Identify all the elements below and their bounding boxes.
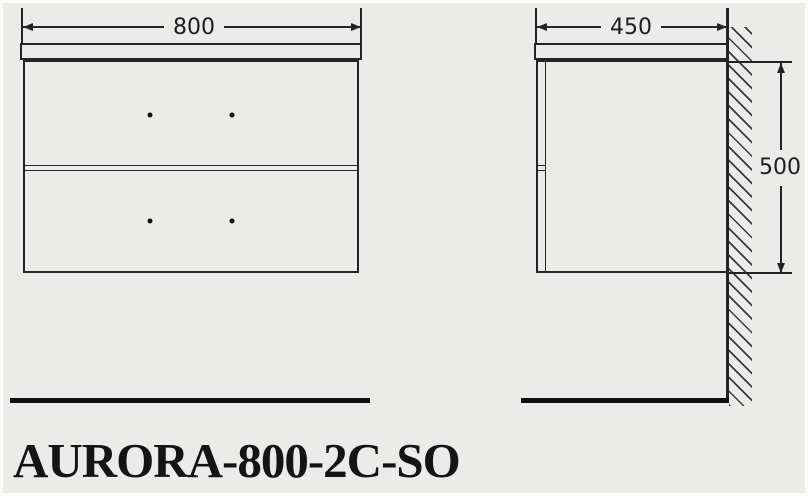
drawer-divider-tick bbox=[538, 165, 546, 167]
arrow-down-icon bbox=[777, 263, 785, 273]
drawer-divider-tick bbox=[538, 170, 546, 172]
arrow-up-icon bbox=[777, 63, 785, 73]
drawer-divider-line-top bbox=[24, 165, 358, 167]
arrow-right-icon bbox=[351, 23, 361, 31]
cabinet-body-side bbox=[536, 60, 728, 273]
floor-line-right bbox=[521, 398, 729, 403]
dim-depth-extension-left bbox=[535, 8, 537, 43]
dim-height-extension-top bbox=[728, 61, 792, 63]
handle-dot bbox=[229, 112, 235, 118]
dim-width-label: 800 bbox=[164, 17, 224, 39]
wall-hatching bbox=[729, 27, 752, 406]
dim-height-extension-bottom bbox=[728, 272, 792, 274]
floor-line-left bbox=[10, 398, 370, 403]
dim-depth-label: 450 bbox=[601, 17, 661, 39]
handle-dot bbox=[147, 218, 153, 224]
cabinet-body-front bbox=[23, 60, 359, 273]
product-title: AURORA-800-2C-SO bbox=[13, 433, 461, 488]
countertop-front bbox=[20, 43, 362, 60]
drawer-front-line bbox=[545, 62, 547, 271]
handle-dot bbox=[147, 112, 153, 118]
dim-width-extension-left bbox=[21, 8, 23, 43]
countertop-side bbox=[534, 43, 728, 60]
arrow-left-icon bbox=[23, 23, 33, 31]
handle-dot bbox=[229, 218, 235, 224]
drawer-divider-line-bottom bbox=[24, 170, 358, 172]
arrow-left-icon bbox=[537, 23, 547, 31]
arrow-right-icon bbox=[717, 23, 727, 31]
dim-height-label: 500 bbox=[758, 150, 802, 186]
